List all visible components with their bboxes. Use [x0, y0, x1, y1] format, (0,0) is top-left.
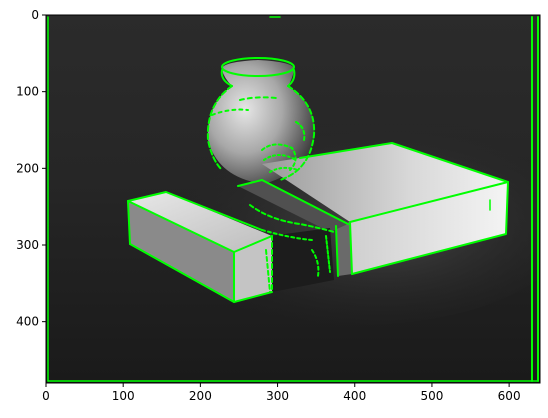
image-area: [46, 15, 548, 383]
x-tick-label: 400: [343, 389, 366, 403]
y-tick-label: 300: [16, 238, 39, 252]
y-tick-label: 100: [16, 85, 39, 99]
x-axis: 0 100 200 300 400 500 600: [42, 383, 520, 403]
y-tick-label: 0: [31, 8, 39, 22]
x-tick-label: 200: [189, 389, 212, 403]
y-axis: 0 100 200 300 400: [16, 8, 46, 329]
x-tick-label: 0: [42, 389, 50, 403]
x-tick-label: 300: [266, 389, 289, 403]
x-tick-label: 500: [420, 389, 443, 403]
y-tick-label: 200: [16, 161, 39, 175]
x-tick-label: 100: [112, 389, 135, 403]
y-tick-label: 400: [16, 315, 39, 329]
x-tick-label: 600: [498, 389, 521, 403]
